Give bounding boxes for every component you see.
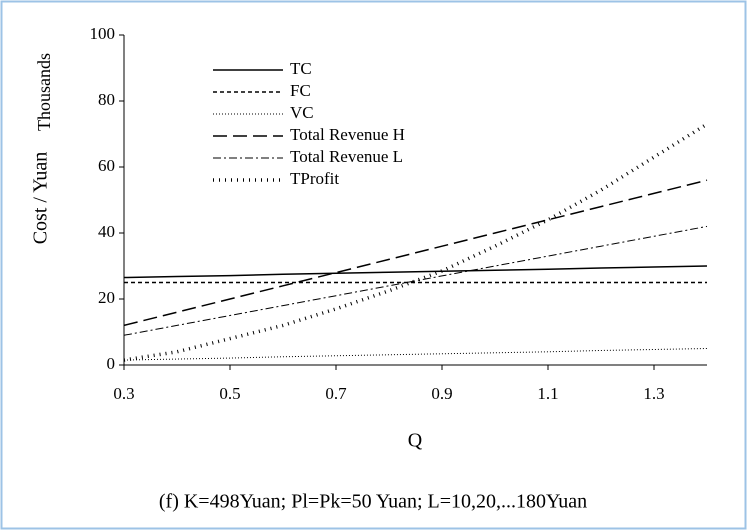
legend-label: TC	[290, 59, 312, 78]
y-axis-label: Cost / Yuan	[30, 152, 52, 245]
x-tick-label: 0.3	[113, 384, 134, 403]
y-tick-label: 40	[98, 222, 115, 241]
x-tick-label: 0.9	[431, 384, 452, 403]
y-unit-label: Thousands	[34, 53, 54, 131]
legend-label: VC	[290, 103, 314, 122]
y-tick-label: 60	[98, 156, 115, 175]
series-line	[123, 225, 708, 336]
series-line	[123, 348, 708, 361]
x-tick-label: 0.5	[219, 384, 240, 403]
y-tick-label: 20	[98, 288, 115, 307]
legend-label: Total Revenue H	[290, 125, 405, 144]
x-axis-label: Q	[408, 430, 423, 452]
legend-label: FC	[290, 81, 311, 100]
y-tick-label: 0	[107, 354, 116, 373]
x-tick-label: 0.7	[325, 384, 347, 403]
legend-label: TProfit	[290, 169, 339, 188]
x-tick-label: 1.3	[643, 384, 664, 403]
x-tick-label: 1.1	[537, 384, 558, 403]
series-line	[123, 265, 708, 279]
series-line	[123, 179, 708, 327]
caption: (f) K=498Yuan; Pl=Pk=50 Yuan; L=10,20,..…	[159, 491, 587, 513]
legend-label: Total Revenue L	[290, 147, 403, 166]
y-tick-label: 80	[98, 90, 115, 109]
y-tick-label: 100	[90, 24, 116, 43]
